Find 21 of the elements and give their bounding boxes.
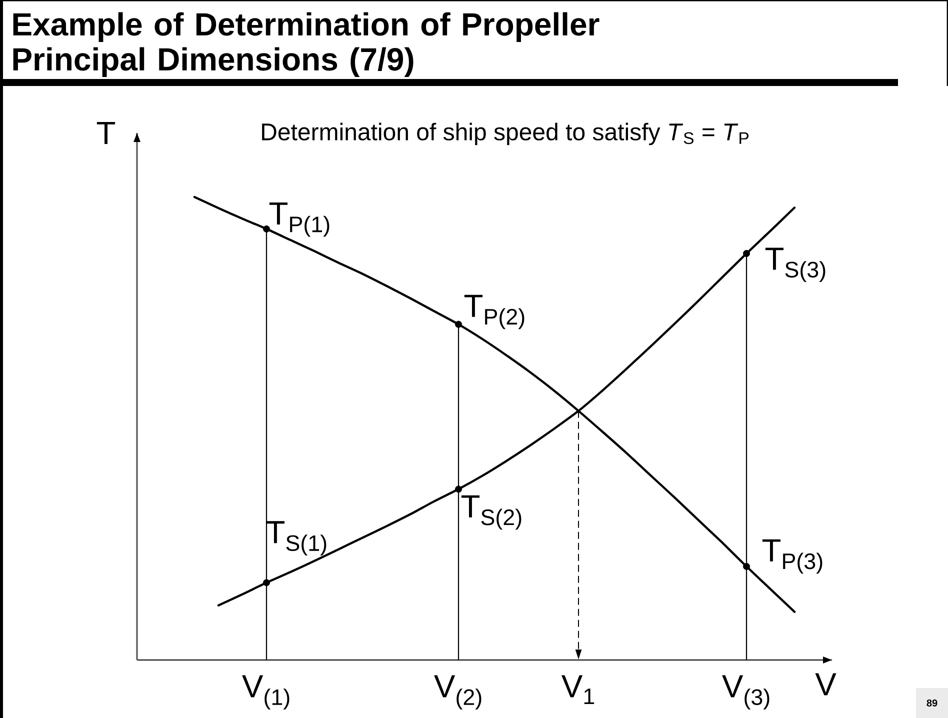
point	[455, 486, 462, 493]
point	[743, 250, 750, 257]
x-tick-label: V$_{(3)}$	[722, 675, 770, 710]
y-axis-title: T	[96, 122, 116, 144]
chart-title: Example of Determination of Propeller Principal Dimensions (7/9)	[13, 12, 600, 78]
point	[455, 320, 462, 328]
x-tick-label: V$_{(2)}$	[434, 675, 482, 710]
annotation: T$_{P(2)}$	[464, 294, 524, 330]
x-axis-title: V	[815, 673, 836, 696]
x-tick-label: V$_{1}$	[561, 675, 594, 704]
point	[263, 579, 270, 586]
annotation: T$_{S(2)}$	[461, 495, 522, 530]
text: 89	[926, 699, 938, 707]
annotation: T$_{P(1)}$	[269, 202, 330, 237]
annotation: T$_{S(3)}$	[765, 248, 826, 282]
annotation: T$_{P(3)}$	[762, 539, 822, 574]
point	[263, 225, 270, 232]
point	[743, 562, 750, 570]
annotation: T$_{S(1)}$	[266, 521, 326, 556]
chart-subtitle: Determination of ship speed to satisfy T$_{S}$ = T$_{P}$	[262, 122, 749, 146]
x-tick-label: V$_{(1)}$	[242, 675, 290, 710]
